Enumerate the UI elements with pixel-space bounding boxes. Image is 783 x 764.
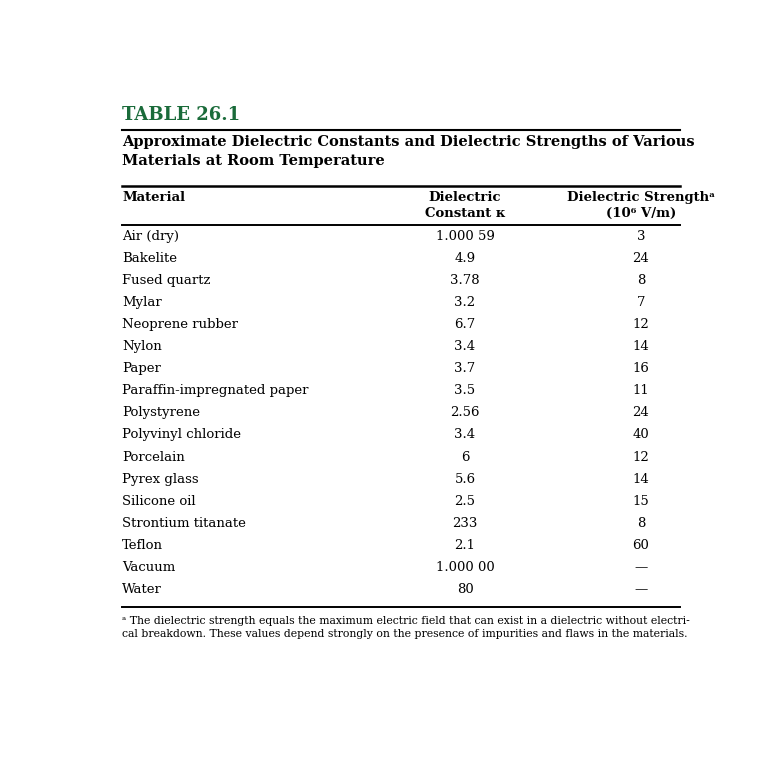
- Text: Mylar: Mylar: [122, 296, 162, 309]
- Text: 3.4: 3.4: [454, 429, 475, 442]
- Text: 11: 11: [633, 384, 649, 397]
- Text: Paper: Paper: [122, 362, 161, 375]
- Text: Material: Material: [122, 191, 186, 204]
- Text: 15: 15: [633, 494, 649, 507]
- Text: 3.5: 3.5: [454, 384, 475, 397]
- Text: TABLE 26.1: TABLE 26.1: [122, 106, 240, 125]
- Text: Strontium titanate: Strontium titanate: [122, 516, 246, 529]
- Text: Bakelite: Bakelite: [122, 252, 177, 265]
- Text: Fused quartz: Fused quartz: [122, 274, 211, 287]
- Text: 8: 8: [637, 516, 645, 529]
- Text: 6: 6: [460, 451, 469, 464]
- Text: 2.1: 2.1: [454, 539, 475, 552]
- Text: 2.56: 2.56: [450, 406, 480, 419]
- Text: 12: 12: [633, 318, 649, 331]
- Text: 3.4: 3.4: [454, 340, 475, 353]
- Text: Vacuum: Vacuum: [122, 561, 175, 574]
- Text: 7: 7: [637, 296, 645, 309]
- Text: 14: 14: [633, 473, 649, 486]
- Text: 8: 8: [637, 274, 645, 287]
- Text: 60: 60: [633, 539, 649, 552]
- Text: Paraffin-impregnated paper: Paraffin-impregnated paper: [122, 384, 309, 397]
- Text: Silicone oil: Silicone oil: [122, 494, 196, 507]
- Text: 1.000 59: 1.000 59: [435, 230, 494, 243]
- Text: 3.7: 3.7: [454, 362, 475, 375]
- Text: 24: 24: [633, 406, 649, 419]
- Text: Approximate Dielectric Constants and Dielectric Strengths of Various
Materials a: Approximate Dielectric Constants and Die…: [122, 134, 695, 167]
- Text: 12: 12: [633, 451, 649, 464]
- Text: 3.78: 3.78: [450, 274, 480, 287]
- Text: 24: 24: [633, 252, 649, 265]
- Text: 3.2: 3.2: [454, 296, 475, 309]
- Text: 2.5: 2.5: [454, 494, 475, 507]
- Text: —: —: [634, 583, 648, 596]
- Text: —: —: [634, 561, 648, 574]
- Text: Water: Water: [122, 583, 162, 596]
- Text: 233: 233: [453, 516, 478, 529]
- Text: 80: 80: [456, 583, 474, 596]
- Text: 3: 3: [637, 230, 645, 243]
- Text: 4.9: 4.9: [454, 252, 475, 265]
- Text: 16: 16: [633, 362, 649, 375]
- Text: Nylon: Nylon: [122, 340, 162, 353]
- Text: Teflon: Teflon: [122, 539, 163, 552]
- Text: Air (dry): Air (dry): [122, 230, 179, 243]
- Text: Pyrex glass: Pyrex glass: [122, 473, 199, 486]
- Text: 5.6: 5.6: [454, 473, 475, 486]
- Text: 6.7: 6.7: [454, 318, 475, 331]
- Text: 14: 14: [633, 340, 649, 353]
- Text: 40: 40: [633, 429, 649, 442]
- Text: Porcelain: Porcelain: [122, 451, 185, 464]
- Text: Dielectric
Constant κ: Dielectric Constant κ: [424, 191, 505, 220]
- Text: ᵃ The dielectric strength equals the maximum electric field that can exist in a : ᵃ The dielectric strength equals the max…: [122, 616, 690, 639]
- Text: Neoprene rubber: Neoprene rubber: [122, 318, 238, 331]
- Text: Dielectric Strengthᵃ
(10⁶ V/m): Dielectric Strengthᵃ (10⁶ V/m): [567, 191, 715, 220]
- Text: 1.000 00: 1.000 00: [435, 561, 494, 574]
- Text: Polystyrene: Polystyrene: [122, 406, 200, 419]
- Text: Polyvinyl chloride: Polyvinyl chloride: [122, 429, 241, 442]
